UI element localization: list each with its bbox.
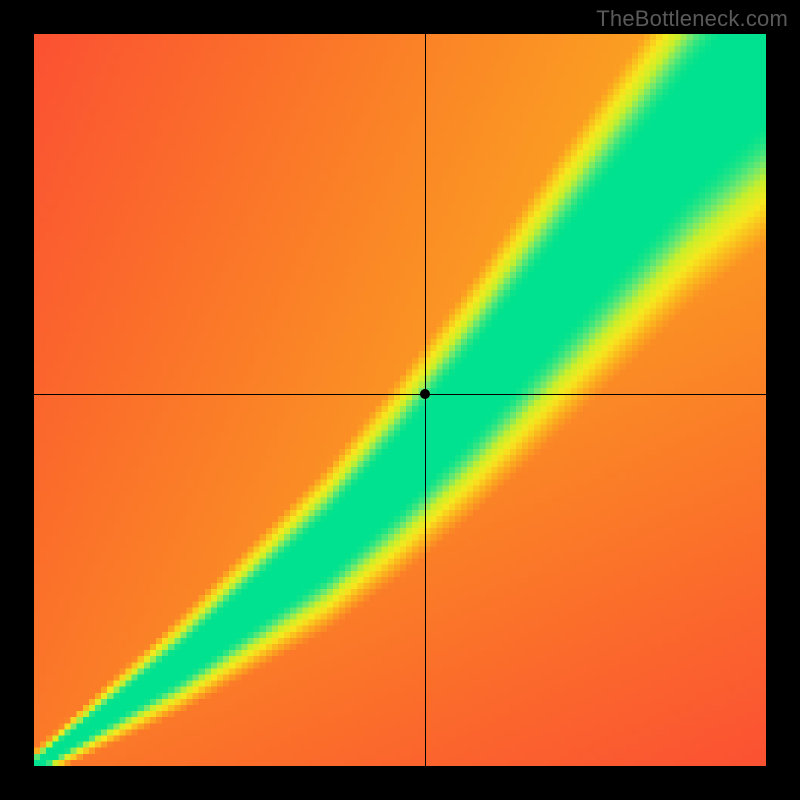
heatmap-plot [34,34,766,766]
heatmap-canvas [34,34,766,766]
watermark-text: TheBottleneck.com [596,6,788,32]
